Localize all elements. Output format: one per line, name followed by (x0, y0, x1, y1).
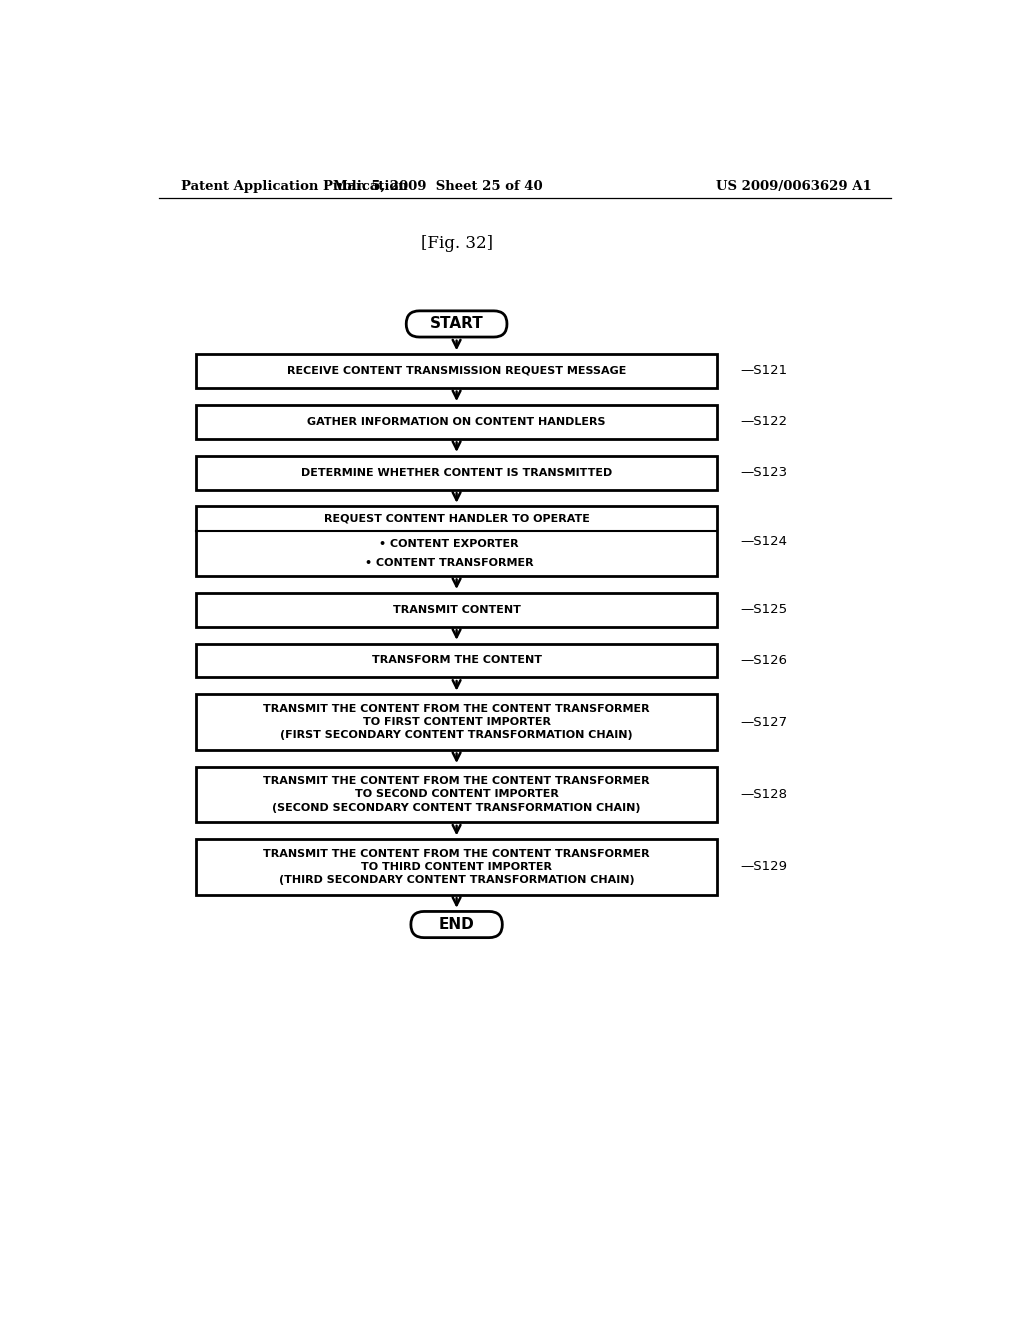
Text: TRANSFORM THE CONTENT: TRANSFORM THE CONTENT (372, 656, 542, 665)
Text: (SECOND SECONDARY CONTENT TRANSFORMATION CHAIN): (SECOND SECONDARY CONTENT TRANSFORMATION… (272, 803, 641, 813)
Text: TRANSMIT CONTENT: TRANSMIT CONTENT (392, 605, 520, 615)
Text: —S127: —S127 (740, 715, 787, 729)
FancyBboxPatch shape (411, 911, 503, 937)
Text: —S125: —S125 (740, 603, 787, 616)
Text: Mar. 5, 2009  Sheet 25 of 40: Mar. 5, 2009 Sheet 25 of 40 (333, 180, 543, 193)
Text: —S124: —S124 (740, 535, 787, 548)
Text: START: START (430, 317, 483, 331)
Bar (197, 405, 717, 438)
Text: —S121: —S121 (740, 364, 787, 378)
Text: US 2009/0063629 A1: US 2009/0063629 A1 (716, 180, 872, 193)
Text: —S129: —S129 (740, 861, 787, 874)
Text: TRANSMIT THE CONTENT FROM THE CONTENT TRANSFORMER: TRANSMIT THE CONTENT FROM THE CONTENT TR… (263, 776, 650, 787)
Text: —S128: —S128 (740, 788, 787, 801)
Bar (197, 593, 717, 627)
Text: (FIRST SECONDARY CONTENT TRANSFORMATION CHAIN): (FIRST SECONDARY CONTENT TRANSFORMATION … (281, 730, 633, 741)
Bar (197, 507, 717, 576)
Text: • CONTENT EXPORTER: • CONTENT EXPORTER (379, 539, 519, 549)
Text: DETERMINE WHETHER CONTENT IS TRANSMITTED: DETERMINE WHETHER CONTENT IS TRANSMITTED (301, 467, 612, 478)
Text: Patent Application Publication: Patent Application Publication (180, 180, 408, 193)
Text: —S126: —S126 (740, 653, 787, 667)
Text: TO FIRST CONTENT IMPORTER: TO FIRST CONTENT IMPORTER (362, 717, 551, 727)
Bar (197, 840, 717, 895)
Text: GATHER INFORMATION ON CONTENT HANDLERS: GATHER INFORMATION ON CONTENT HANDLERS (307, 417, 606, 426)
Text: TRANSMIT THE CONTENT FROM THE CONTENT TRANSFORMER: TRANSMIT THE CONTENT FROM THE CONTENT TR… (263, 704, 650, 714)
Bar (197, 767, 717, 822)
Text: (THIRD SECONDARY CONTENT TRANSFORMATION CHAIN): (THIRD SECONDARY CONTENT TRANSFORMATION … (279, 875, 635, 884)
Bar (197, 455, 717, 490)
Bar (197, 644, 717, 677)
Text: —S122: —S122 (740, 416, 787, 428)
FancyBboxPatch shape (407, 312, 507, 337)
Bar (197, 694, 717, 750)
Text: —S123: —S123 (740, 466, 787, 479)
Text: TO THIRD CONTENT IMPORTER: TO THIRD CONTENT IMPORTER (361, 862, 552, 871)
Text: END: END (438, 917, 474, 932)
Text: TRANSMIT THE CONTENT FROM THE CONTENT TRANSFORMER: TRANSMIT THE CONTENT FROM THE CONTENT TR… (263, 849, 650, 859)
Bar (197, 354, 717, 388)
Text: RECEIVE CONTENT TRANSMISSION REQUEST MESSAGE: RECEIVE CONTENT TRANSMISSION REQUEST MES… (287, 366, 627, 376)
Text: TO SECOND CONTENT IMPORTER: TO SECOND CONTENT IMPORTER (354, 789, 558, 800)
Text: • CONTENT TRANSFORMER: • CONTENT TRANSFORMER (365, 558, 534, 568)
Text: [Fig. 32]: [Fig. 32] (421, 235, 493, 252)
Text: REQUEST CONTENT HANDLER TO OPERATE: REQUEST CONTENT HANDLER TO OPERATE (324, 513, 590, 524)
